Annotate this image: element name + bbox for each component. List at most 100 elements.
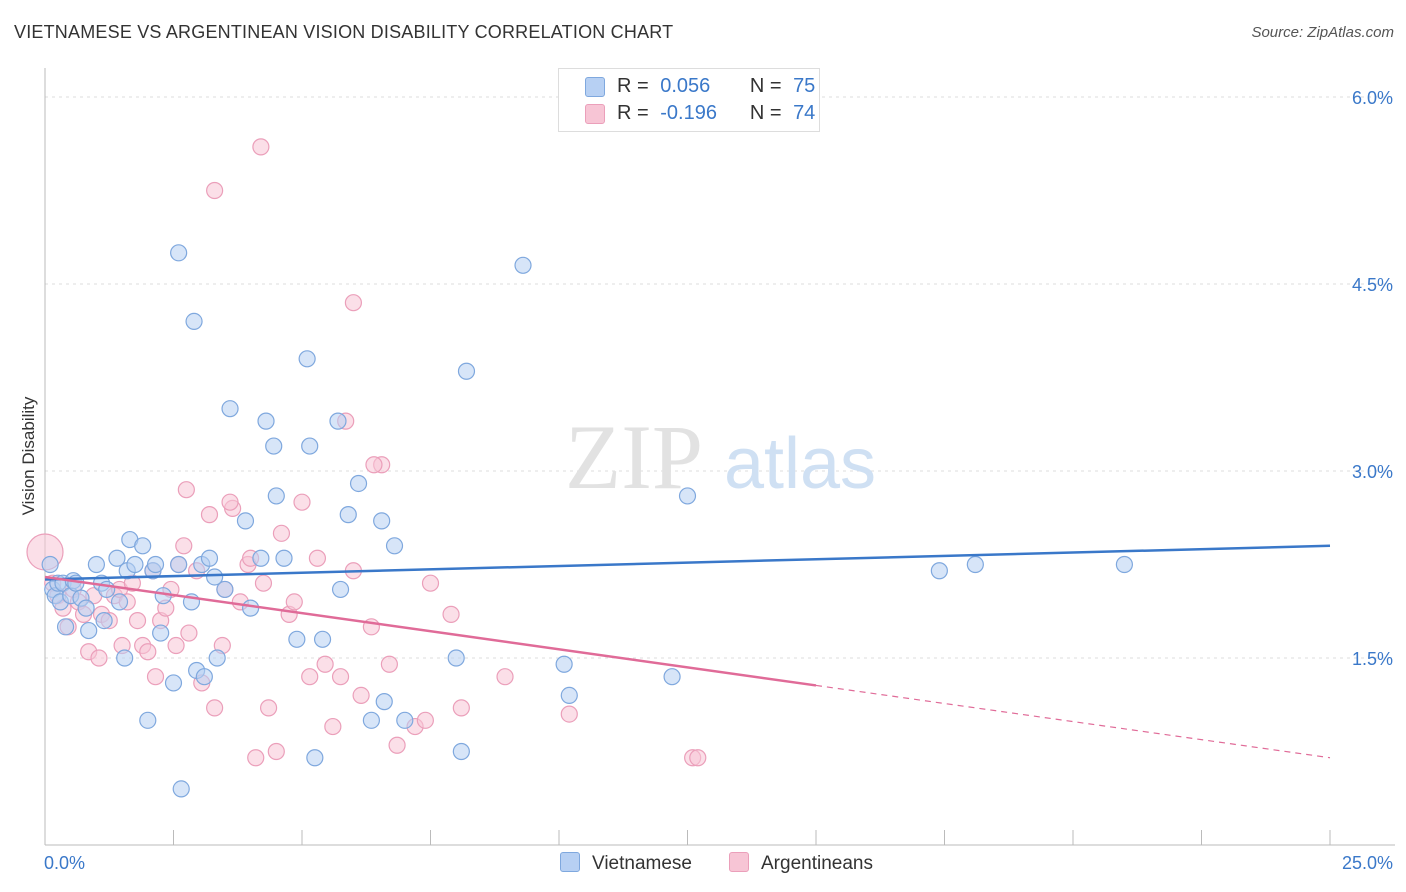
vietnamese-point [514, 256, 532, 274]
vietnamese-point [452, 742, 470, 761]
vietnamese-point [373, 512, 391, 530]
vietnamese-point [275, 549, 293, 567]
argentinean-point [180, 624, 198, 642]
series-argentineans [26, 138, 707, 767]
legend-swatch-pink [585, 104, 605, 124]
y-tick-label: 6.0% [1352, 88, 1393, 108]
vietnamese-point [339, 506, 357, 524]
trend-line-argentineans [44, 575, 817, 687]
vietnamese-point [560, 686, 578, 705]
argentinean-point [206, 181, 224, 200]
vietnamese-point [252, 549, 270, 567]
vietnamese-point [301, 437, 319, 455]
vietnamese-point [236, 512, 255, 530]
legend-r-label: R = [617, 75, 649, 97]
legend-r-value: -0.196 [660, 102, 717, 124]
argentinean-point [416, 711, 434, 729]
vietnamese-point [152, 624, 170, 642]
vietnamese-point [257, 412, 275, 430]
argentinean-point [259, 699, 278, 717]
trend-line-vietnamese [44, 544, 1331, 581]
y-tick-label: 3.0% [1352, 462, 1393, 482]
vietnamese-point [329, 412, 347, 430]
vietnamese-point [349, 474, 368, 493]
y-tick-label: 4.5% [1352, 275, 1393, 295]
x-tick-label-max: 25.0% [1342, 853, 1393, 873]
argentinean-point [221, 493, 239, 511]
bottom-legend-swatch-blue [560, 852, 580, 872]
bottom-legend-swatch-pink [729, 852, 749, 872]
argentinean-point [175, 537, 193, 555]
legend-n-value: 74 [793, 102, 816, 124]
vietnamese-point [678, 487, 697, 505]
legend-n-label: N = [749, 75, 782, 97]
argentinean-point [316, 655, 334, 673]
vietnamese-point [216, 580, 234, 599]
vietnamese-point [221, 400, 239, 418]
vietnamese-point [206, 568, 224, 586]
argentinean-point [301, 668, 319, 686]
vietnamese-point [95, 611, 113, 630]
vietnamese-point [195, 668, 213, 686]
tick-labels: 1.5% 3.0% 4.5% 6.0% 0.0% 25.0% [44, 88, 1393, 873]
vietnamese-point [930, 562, 948, 580]
argentinean-point [200, 506, 219, 524]
trend-line-argentineans-extrapolated [815, 684, 1331, 759]
vietnamese-point [126, 555, 144, 574]
vietnamese-point [267, 487, 285, 505]
source-label: Source: ZipAtlas.com [1251, 24, 1394, 41]
trend-lines [44, 544, 1331, 759]
vietnamese-point [1115, 555, 1134, 574]
legend-r-label: R = [617, 102, 649, 124]
argentinean-point [352, 686, 370, 705]
vietnamese-point [208, 649, 226, 667]
x-tick-label-min: 0.0% [44, 853, 85, 873]
axes [44, 68, 1395, 846]
argentinean-point [293, 493, 311, 511]
bottom-legend-argentineans: Argentineans [729, 852, 873, 875]
argentinean-point [331, 668, 350, 686]
vietnamese-point [134, 537, 152, 555]
vietnamese-point [306, 749, 324, 767]
vietnamese-point [396, 711, 414, 729]
vietnamese-point [298, 350, 316, 368]
vietnamese-point [385, 537, 404, 555]
y-tick-label: 1.5% [1352, 649, 1393, 669]
vietnamese-point [362, 711, 380, 729]
argentinean-point [247, 749, 265, 767]
argentinean-point [344, 294, 362, 312]
watermark-zip: ZIP [565, 406, 703, 508]
argentinean-point [308, 549, 327, 567]
series-vietnamese [41, 244, 1134, 798]
vietnamese-point [154, 587, 172, 605]
vietnamese-point [139, 711, 157, 729]
vietnamese-point [170, 244, 188, 262]
argentinean-point [324, 717, 342, 736]
legend-n-value: 75 [793, 75, 816, 97]
vietnamese-point [663, 668, 681, 686]
argentinean-point [452, 699, 470, 717]
argentinean-point [380, 655, 398, 673]
argentinean-point [365, 456, 383, 474]
vietnamese-point [242, 599, 260, 617]
vietnamese-point [108, 549, 126, 567]
bottom-legend-label: Vietnamese [592, 853, 692, 874]
vietnamese-point [313, 630, 332, 648]
vietnamese-point [87, 555, 106, 574]
vietnamese-point [331, 580, 350, 599]
vietnamese-point [146, 555, 165, 574]
argentinean-point [272, 524, 291, 542]
argentinean-point [252, 138, 270, 156]
argentinean-point [167, 636, 185, 655]
argentinean-point [689, 749, 707, 767]
vietnamese-point [966, 555, 984, 574]
vietnamese-point [116, 649, 134, 667]
bottom-legend-vietnamese: Vietnamese [560, 852, 692, 875]
argentinean-point [267, 742, 285, 761]
vietnamese-point [56, 618, 75, 636]
argentinean-point [496, 668, 514, 686]
vietnamese-point [170, 555, 188, 574]
argentinean-point [139, 643, 157, 661]
argentinean-point [285, 593, 303, 611]
